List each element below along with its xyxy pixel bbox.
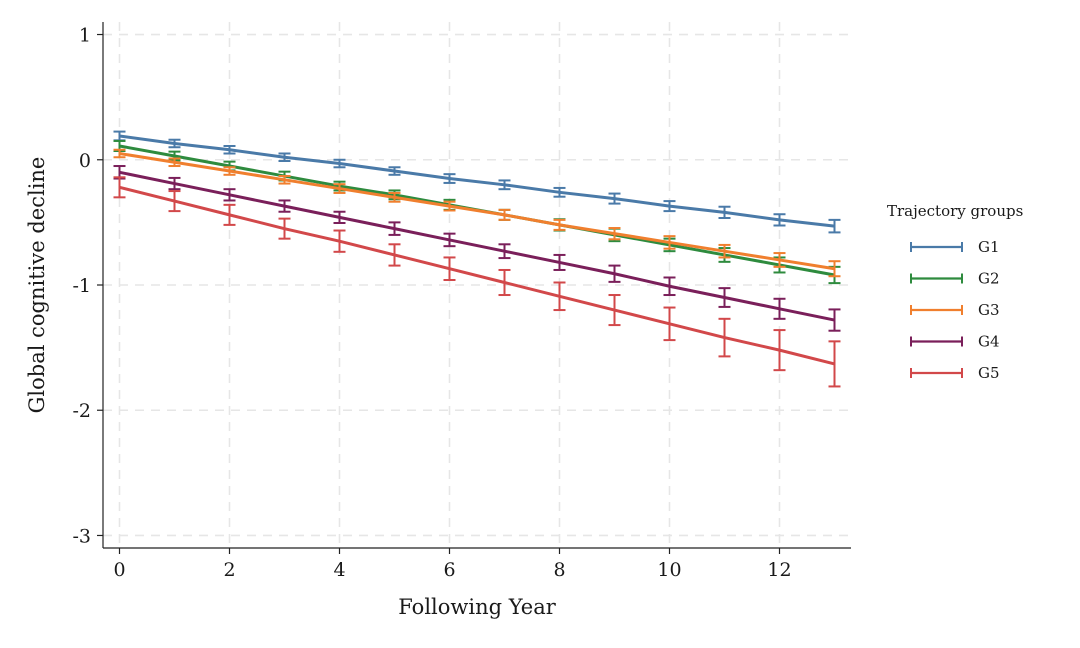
y-tick-label: 0 bbox=[79, 150, 91, 172]
x-tick-label: 4 bbox=[333, 559, 345, 581]
legend-title: Trajectory groups bbox=[887, 202, 1023, 220]
series-g1 bbox=[113, 130, 841, 234]
x-axis-title: Following Year bbox=[398, 595, 556, 619]
y-tick-label: 1 bbox=[79, 25, 91, 47]
legend-item-g4: G4 bbox=[910, 333, 1000, 351]
legend: G1 G2 G3 G4 G5 bbox=[910, 238, 1000, 382]
y-tick-label: -2 bbox=[72, 400, 91, 422]
y-axis-title: Global cognitive decline bbox=[25, 157, 49, 414]
series-g3 bbox=[113, 148, 841, 278]
series-line-g5 bbox=[119, 185, 835, 366]
legend-item-g5: G5 bbox=[910, 364, 1000, 382]
x-tick-label: 6 bbox=[443, 559, 455, 581]
legend-label: G5 bbox=[978, 364, 1000, 382]
legend-item-g3: G3 bbox=[910, 301, 1000, 319]
series-line-g1 bbox=[119, 134, 835, 228]
series-layer bbox=[113, 130, 841, 388]
x-tick-label: 12 bbox=[767, 559, 791, 581]
legend-label: G1 bbox=[978, 238, 1000, 256]
x-tick-label: 2 bbox=[223, 559, 235, 581]
series-g5 bbox=[113, 176, 841, 388]
error-bar bbox=[828, 340, 841, 388]
grid bbox=[103, 22, 851, 548]
legend-label: G3 bbox=[978, 301, 1000, 319]
series-line-g4 bbox=[119, 170, 835, 322]
x-tick-label: 0 bbox=[113, 559, 125, 581]
x-tick-label: 8 bbox=[553, 559, 565, 581]
x-tick-label: 10 bbox=[657, 559, 681, 581]
series-line-g3 bbox=[119, 152, 835, 271]
y-tick-label: -1 bbox=[72, 275, 91, 297]
axes: 10-1-2-30 2 4 6 8 10 12 bbox=[72, 22, 851, 581]
legend-item-g1: G1 bbox=[910, 238, 1000, 256]
legend-item-g2: G2 bbox=[910, 270, 1000, 288]
y-tick-label: -3 bbox=[72, 525, 91, 547]
series-g4 bbox=[113, 165, 841, 332]
legend-label: G4 bbox=[978, 333, 1000, 351]
legend-label: G2 bbox=[978, 270, 1000, 288]
